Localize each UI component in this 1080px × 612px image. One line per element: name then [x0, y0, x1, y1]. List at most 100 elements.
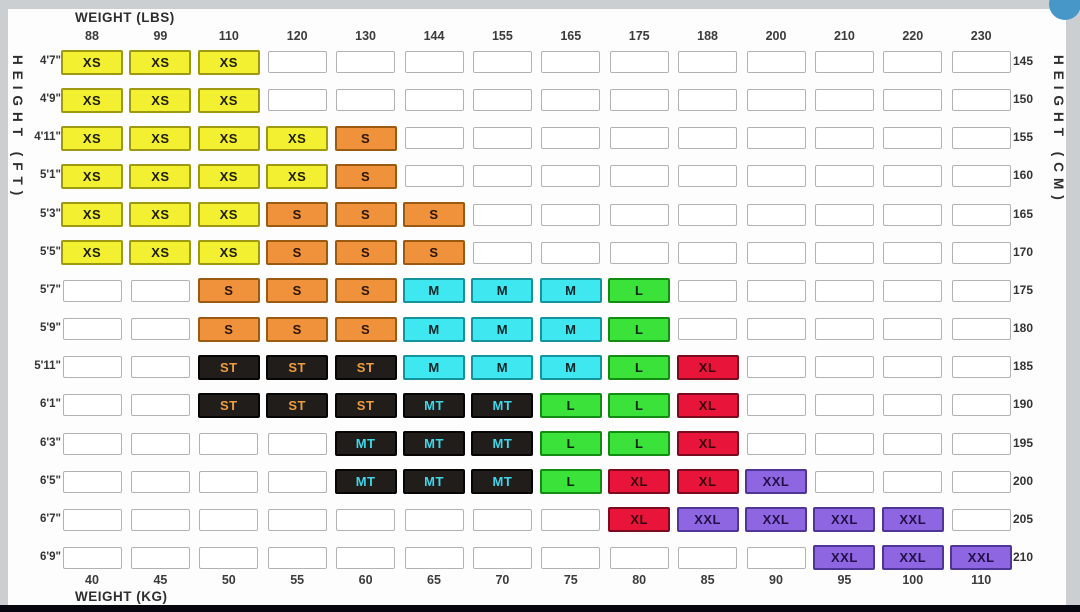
size-cell: S: [334, 278, 397, 304]
height-cm-tick: 160: [1012, 168, 1034, 183]
height-ft-tick: 4'9": [40, 93, 61, 106]
empty-cell: [609, 546, 669, 569]
empty-cell: [746, 203, 806, 226]
size-cell: XXL: [676, 507, 739, 533]
empty-cell: [336, 51, 396, 73]
weight-lbs-tick: 230: [970, 29, 992, 43]
size-cell: L: [608, 431, 671, 456]
weight-kg-tick: 100: [902, 573, 924, 587]
size-cell: S: [334, 240, 397, 266]
size-cell: XXL: [950, 545, 1013, 571]
weight-lbs-tick: 200: [765, 29, 787, 43]
size-cell: S: [334, 125, 397, 151]
empty-cell: [130, 546, 190, 569]
weight-lbs-tick: 188: [697, 29, 719, 43]
size-cell: S: [266, 202, 329, 228]
size-cell: MT: [471, 469, 534, 495]
empty-cell: [472, 546, 532, 569]
weight-kg-axis-title: WEIGHT (KG): [75, 589, 168, 604]
size-cell: M: [403, 316, 465, 342]
empty-cell: [746, 356, 806, 379]
empty-cell: [199, 508, 259, 531]
empty-cell: [814, 203, 874, 226]
empty-cell: [814, 279, 874, 302]
height-cm-tick: 200: [1012, 473, 1034, 488]
size-cell: L: [539, 431, 602, 456]
size-cell: XS: [129, 202, 192, 228]
size-cell: XS: [61, 125, 123, 151]
size-cell: XS: [197, 125, 260, 151]
empty-cell: [62, 546, 122, 569]
empty-cell: [814, 89, 874, 112]
empty-cell: [951, 432, 1011, 455]
size-cell: XS: [266, 125, 329, 151]
empty-cell: [951, 127, 1011, 150]
empty-cell: [951, 318, 1011, 341]
empty-cell: [541, 546, 601, 569]
weight-lbs-tick: 110: [218, 29, 239, 43]
empty-cell: [609, 89, 669, 112]
empty-cell: [267, 470, 327, 493]
size-cell: XXL: [745, 469, 807, 495]
empty-cell: [130, 394, 190, 417]
size-cell: XS: [266, 163, 329, 189]
empty-cell: [404, 508, 464, 531]
size-cell: ST: [266, 354, 329, 380]
empty-cell: [883, 127, 943, 150]
empty-cell: [609, 241, 669, 264]
size-cell: S: [403, 240, 465, 266]
size-cell: L: [608, 278, 671, 304]
empty-cell: [130, 432, 190, 455]
weight-kg-tick: 85: [700, 573, 715, 587]
empty-cell: [609, 127, 669, 150]
empty-cell: [199, 546, 259, 569]
empty-cell: [678, 89, 738, 112]
size-cell: S: [334, 316, 397, 342]
empty-cell: [404, 546, 464, 569]
empty-cell: [62, 470, 122, 493]
size-cell: S: [403, 202, 465, 228]
empty-cell: [130, 508, 190, 531]
weight-lbs-tick: 88: [85, 29, 99, 43]
height-ft-tick: 4'7": [40, 55, 61, 67]
size-cell: MT: [403, 469, 465, 495]
empty-cell: [130, 279, 190, 302]
height-cm-axis-title: HEIGHT (CM): [1051, 55, 1066, 206]
height-cm-tick: 190: [1012, 397, 1034, 412]
size-cell: XL: [608, 507, 671, 533]
size-cell: S: [266, 316, 329, 342]
weight-lbs-tick: 99: [153, 29, 168, 43]
empty-cell: [472, 203, 532, 226]
empty-cell: [541, 203, 601, 226]
height-cm-tick: 185: [1012, 359, 1034, 374]
size-cell: XXL: [881, 545, 944, 571]
empty-cell: [746, 89, 806, 112]
size-cell: ST: [197, 354, 260, 380]
size-cell: XL: [608, 469, 671, 495]
empty-cell: [541, 89, 601, 112]
empty-cell: [814, 51, 874, 73]
size-cell: ST: [334, 392, 397, 418]
height-ft-axis-title: HEIGHT (FT): [10, 55, 25, 202]
size-cell: S: [197, 278, 260, 304]
height-cm-tick: 165: [1012, 206, 1034, 221]
size-cell: XS: [129, 240, 192, 266]
floating-dot-button[interactable]: [1049, 0, 1080, 20]
empty-cell: [951, 279, 1011, 302]
empty-cell: [199, 432, 259, 455]
empty-cell: [746, 394, 806, 417]
empty-cell: [130, 470, 190, 493]
empty-cell: [814, 394, 874, 417]
size-cell: XXL: [813, 545, 876, 571]
size-cell: M: [539, 316, 602, 342]
size-cell: L: [539, 392, 602, 418]
size-cell: MT: [334, 469, 397, 495]
empty-cell: [814, 127, 874, 150]
size-cell: L: [608, 316, 671, 342]
size-cell: ST: [197, 392, 260, 418]
empty-cell: [404, 165, 464, 188]
empty-cell: [62, 394, 122, 417]
empty-cell: [678, 546, 738, 569]
size-cell: XS: [197, 240, 260, 266]
